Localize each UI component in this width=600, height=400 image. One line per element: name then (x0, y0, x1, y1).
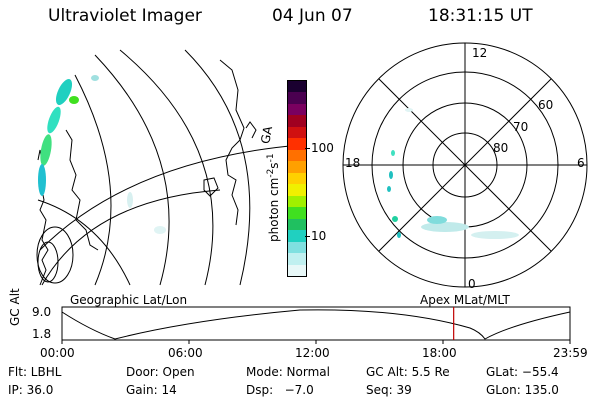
colorbar-segment (288, 253, 306, 265)
polar-label-18: 18 (345, 156, 361, 170)
aurora-emission-polar (387, 108, 519, 239)
polar-label-12: 12 (472, 46, 488, 60)
date-label: 04 Jun 07 (272, 6, 353, 26)
status-gcalt: GC Alt: 5.5 Re (366, 365, 450, 379)
colorbar-segment (288, 92, 306, 104)
colorbar (287, 80, 307, 277)
colorbar-segment (288, 195, 306, 208)
colorbar-segment (288, 81, 306, 93)
timeline-tick-2359: 23:59 (553, 346, 588, 360)
colorbar-segment (288, 161, 306, 173)
status-dsp: Dsp: −7.0 (246, 383, 314, 397)
status-door: Door: Open (126, 365, 195, 379)
polar-label-70: 70 (513, 120, 529, 134)
colorbar-segment (288, 241, 306, 254)
colorbar-segment (288, 184, 306, 196)
colorbar-segment (288, 138, 306, 150)
colorbar-tick-10: 10 (311, 229, 327, 243)
colorbar-segment (288, 115, 306, 127)
status-gain: Gain: 14 (126, 383, 177, 397)
colorbar-segment (288, 264, 306, 276)
colorbar-segment (288, 149, 306, 162)
app-title: Ultraviolet Imager (48, 6, 202, 26)
status-seq: Seq: 39 (366, 383, 412, 397)
colorbar-segment (288, 126, 306, 139)
timeline-tick-1800: 18:00 (422, 346, 457, 360)
timeline-tick-0000: 00:00 (40, 346, 75, 360)
status-glat: GLat: −55.4 (486, 365, 559, 379)
colorbar-segment (288, 218, 306, 231)
timeline-ymax: 9.0 (32, 305, 52, 319)
colorbar-segment (288, 230, 306, 242)
time-label: 18:31:15 UT (428, 6, 533, 26)
status-filter: Flt: LBHL (8, 365, 62, 379)
geographic-label: Geographic Lat/Lon (70, 293, 188, 307)
polar-label-6: 6 (577, 156, 585, 170)
status-ip: IP: 36.0 (8, 383, 54, 397)
timeline-ymin: 1.8 (32, 327, 52, 341)
polar-label-0: 0 (468, 277, 476, 291)
polar-label-60: 60 (538, 98, 554, 112)
status-glon: GLon: 135.0 (486, 383, 559, 397)
colorbar-segment (288, 172, 306, 185)
apex-label: Apex MLat/MLT (420, 293, 510, 307)
polar-label-80: 80 (493, 141, 509, 155)
timeline-tick-1200: 12:00 (295, 346, 330, 360)
timeline-tick-0600: 06:00 (168, 346, 203, 360)
colorbar-segment (288, 103, 306, 116)
colorbar-tick-100: 100 (311, 141, 334, 155)
aurora-emission-left (38, 75, 166, 234)
status-mode: Mode: Normal (246, 365, 330, 379)
colorbar-segment (288, 207, 306, 219)
